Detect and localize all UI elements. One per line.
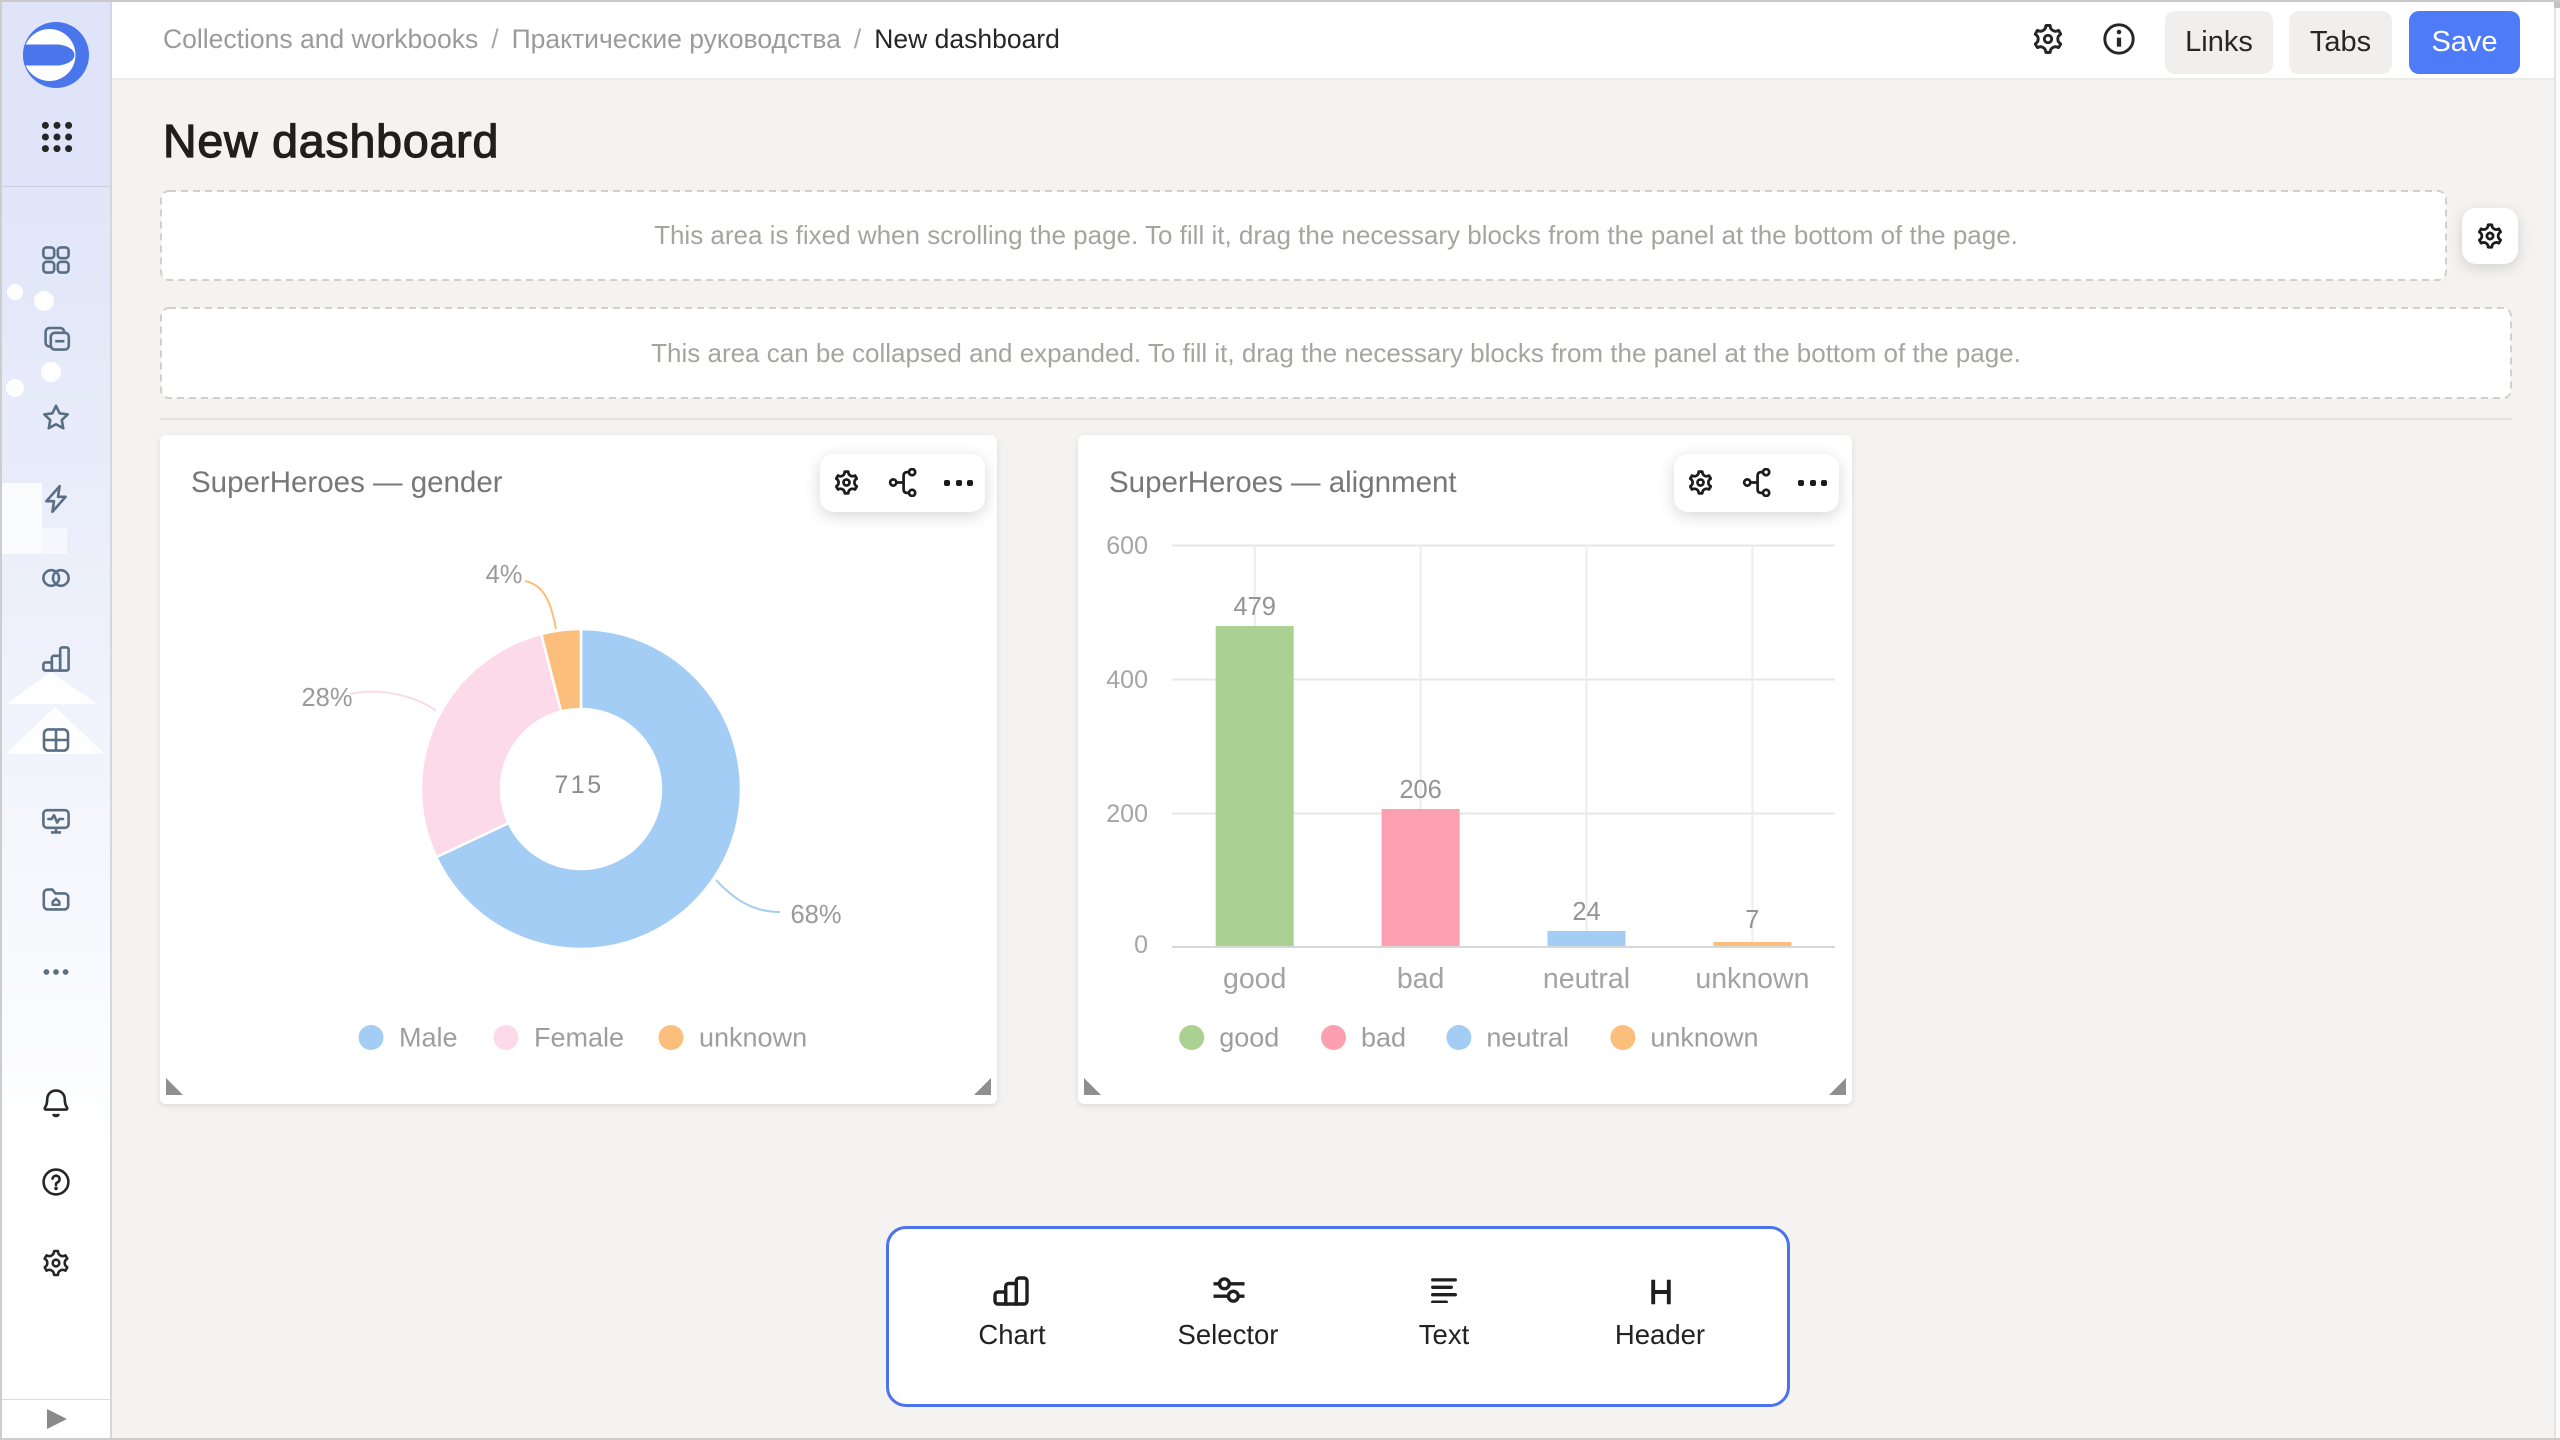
- svg-text:4%: 4%: [486, 561, 523, 589]
- svg-text:600: 600: [1106, 532, 1148, 560]
- svg-text:neutral: neutral: [1486, 1023, 1569, 1053]
- svg-text:unknown: unknown: [1695, 963, 1809, 995]
- svg-text:715: 715: [554, 771, 603, 799]
- svg-text:206: 206: [1399, 776, 1442, 804]
- svg-text:200: 200: [1106, 800, 1148, 828]
- svg-text:400: 400: [1106, 666, 1148, 694]
- svg-text:neutral: neutral: [1543, 963, 1630, 995]
- svg-text:good: good: [1223, 963, 1286, 995]
- svg-text:24: 24: [1572, 898, 1600, 926]
- svg-text:bad: bad: [1397, 963, 1445, 995]
- svg-text:68%: 68%: [790, 901, 841, 929]
- svg-text:28%: 28%: [301, 684, 352, 712]
- svg-text:Male: Male: [399, 1023, 458, 1053]
- svg-text:unknown: unknown: [1650, 1023, 1758, 1053]
- svg-text:479: 479: [1233, 593, 1276, 621]
- svg-text:unknown: unknown: [699, 1023, 807, 1053]
- svg-text:good: good: [1219, 1023, 1279, 1053]
- svg-text:7: 7: [1745, 906, 1759, 934]
- svg-text:0: 0: [1134, 931, 1148, 959]
- svg-text:bad: bad: [1361, 1023, 1406, 1053]
- svg-text:Female: Female: [534, 1023, 624, 1053]
